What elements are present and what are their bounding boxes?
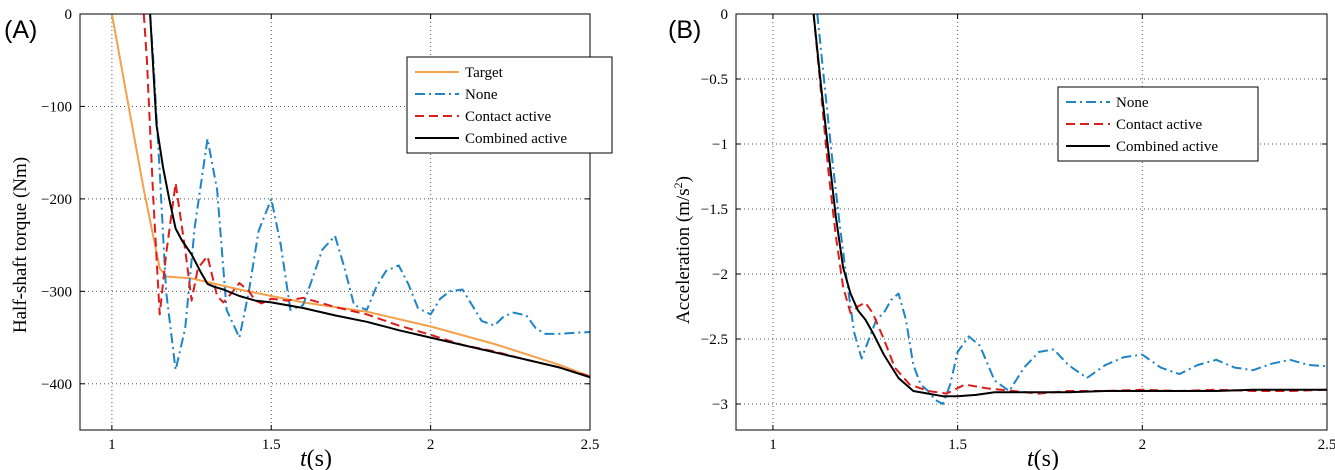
panel-b-y-axis-label-exponent: 2: [671, 182, 685, 188]
panel-b-legend-label: Combined active: [1116, 139, 1218, 155]
panel-b-series-none-line: [816, 14, 1327, 405]
panel-a-axes-frame: [79, 13, 591, 431]
panel-b-legend: None Contact active Combined active: [1057, 86, 1259, 162]
panel-a-ticks: 1 1.5 2 2.5 0 −100 −200 −300 −400: [41, 7, 599, 453]
panel-a-x-tick-label: 1.5: [262, 437, 281, 453]
panel-b-x-tick-label: 1.5: [948, 437, 967, 453]
panel-a: (A) Half-shaft torque (Nm) t(s) 1 1.5 2 2.5…: [4, 7, 613, 470]
panel-b-y-tick-label: −2: [712, 267, 728, 283]
panel-b-y-axis-label-text: Acceleration (m/s: [673, 188, 694, 324]
panel-a-y-axis-label: Half-shaft torque (Nm): [10, 157, 31, 333]
panel-a-series-contact-active-line: [142, 14, 590, 378]
panel-b-x-axis-label: t(s): [1027, 446, 1059, 470]
panel-a-x-tick-label: 2: [427, 437, 435, 453]
panel-b: (B) Acceleration (m/s2) t(s) 1 1.5 2 2.50−0…: [668, 7, 1335, 470]
panel-b-x-axis-variable: t: [1027, 446, 1035, 470]
panel-a-plot-area: [110, 14, 590, 379]
panel-b-y-tick-label: −1.5: [701, 202, 728, 218]
panel-a-x-axis-unit: (s): [307, 446, 332, 470]
panel-b-y-tick-label: −2.5: [701, 332, 728, 348]
panel-a-x-axis-variable: t: [300, 446, 308, 470]
panel-a-y-tick-label: −400: [41, 377, 72, 393]
panel-b-x-tick-label: 2: [1139, 437, 1147, 453]
panel-b-x-axis-unit: (s): [1034, 446, 1059, 470]
panel-a-label: (A): [4, 16, 37, 44]
panel-a-legend: Target None Contact active Combined active: [406, 56, 613, 154]
panel-b-y-tick-label: −3: [712, 397, 728, 413]
panel-b-y-tick-label: −0.5: [701, 72, 728, 88]
panel-a-y-tick-label: −100: [41, 99, 72, 115]
panel-a-x-tick-label: 1: [108, 437, 116, 453]
panel-b-label: (B): [668, 16, 701, 44]
panel-a-x-axis-label: t(s): [300, 446, 332, 470]
panel-a-y-tick-label: −300: [41, 284, 72, 300]
panel-a-y-tick-label: 0: [65, 7, 73, 23]
panel-b-y-axis-label-close: ): [673, 176, 694, 182]
panel-b-y-tick-label: 0: [721, 7, 729, 23]
panel-a-legend-label: Contact active: [465, 109, 552, 125]
panel-a-series-combined-active-line: [149, 14, 590, 379]
panel-b-plot-area: [812, 14, 1327, 405]
panel-a-y-tick-label: −200: [41, 192, 72, 208]
panel-b-y-axis-label: Acceleration (m/s2): [671, 176, 694, 324]
panel-b-x-tick-label: 2.5: [1318, 437, 1335, 453]
panel-b-axes-frame: [735, 13, 1328, 431]
panel-b-ticks: 1 1.5 2 2.5 0 −0.5 −1 −1.5 −2 −2.5 −3: [701, 7, 1335, 453]
panel-b-series-contact-active-line: [812, 14, 1327, 395]
panel-b-y-tick-label: −1: [712, 137, 728, 153]
panel-b-legend-label: None: [1116, 95, 1149, 111]
panel-a-series-target-line: [110, 14, 590, 378]
panel-b-series-combined-active-line: [812, 14, 1327, 398]
panel-a-legend-label: None: [465, 87, 498, 103]
panel-b-legend-label: Contact active: [1116, 117, 1203, 133]
panel-a-x-tick-label: 2.5: [581, 437, 600, 453]
panel-a-legend-label: Combined active: [465, 131, 567, 147]
panel-b-x-tick-label: 1: [769, 437, 777, 453]
panel-b-legend-box: [1057, 86, 1259, 162]
panel-a-legend-label: Target: [465, 65, 504, 81]
